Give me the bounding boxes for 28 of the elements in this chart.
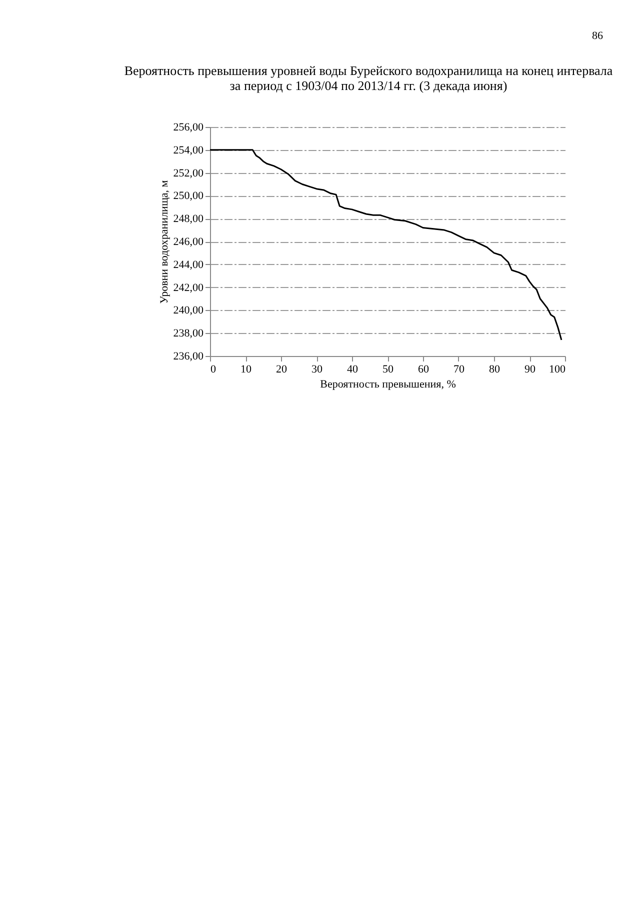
x-tick-label: 80	[489, 364, 500, 376]
y-tick-label: 242,00	[173, 282, 204, 294]
x-tick-label: 20	[276, 364, 288, 376]
x-tick-label: 50	[382, 364, 394, 376]
y-tick-label: 236,00	[173, 350, 204, 362]
y-tick-label: 250,00	[173, 190, 204, 202]
y-tick-label: 238,00	[173, 328, 204, 340]
x-tick-label: 30	[312, 364, 323, 376]
x-tick-label: 40	[347, 364, 358, 376]
y-tick-label: 246,00	[173, 236, 204, 248]
text: Вероятность превышения уровней воды Бурейского водохранилища на конец интервала	[124, 63, 613, 78]
x-tick-label: 10	[240, 364, 252, 376]
line-series	[209, 149, 562, 341]
y-tick-label: 248,00	[173, 213, 204, 226]
x-tick-label: 0	[210, 364, 216, 376]
y-axis-title: Уровни водохранилища, м	[158, 180, 170, 304]
y-tick-label: 240,00	[173, 304, 204, 317]
y-tick-label: 254,00	[173, 144, 204, 156]
x-tick-label: 90	[524, 364, 536, 376]
x-tick-label: 100	[549, 364, 566, 376]
text: за период с 1903/04 по 2013/14 гг. (3 декада июня)	[230, 78, 508, 93]
y-tick-label: 252,00	[173, 167, 204, 180]
y-tick-label: 256,00	[173, 122, 204, 134]
x-tick-label: 70	[454, 364, 465, 376]
y-tick-label: 244,00	[173, 258, 204, 271]
text: 86	[592, 30, 603, 42]
x-axis-title: Вероятность превышения, %	[320, 378, 456, 390]
x-tick-label: 60	[418, 364, 430, 376]
